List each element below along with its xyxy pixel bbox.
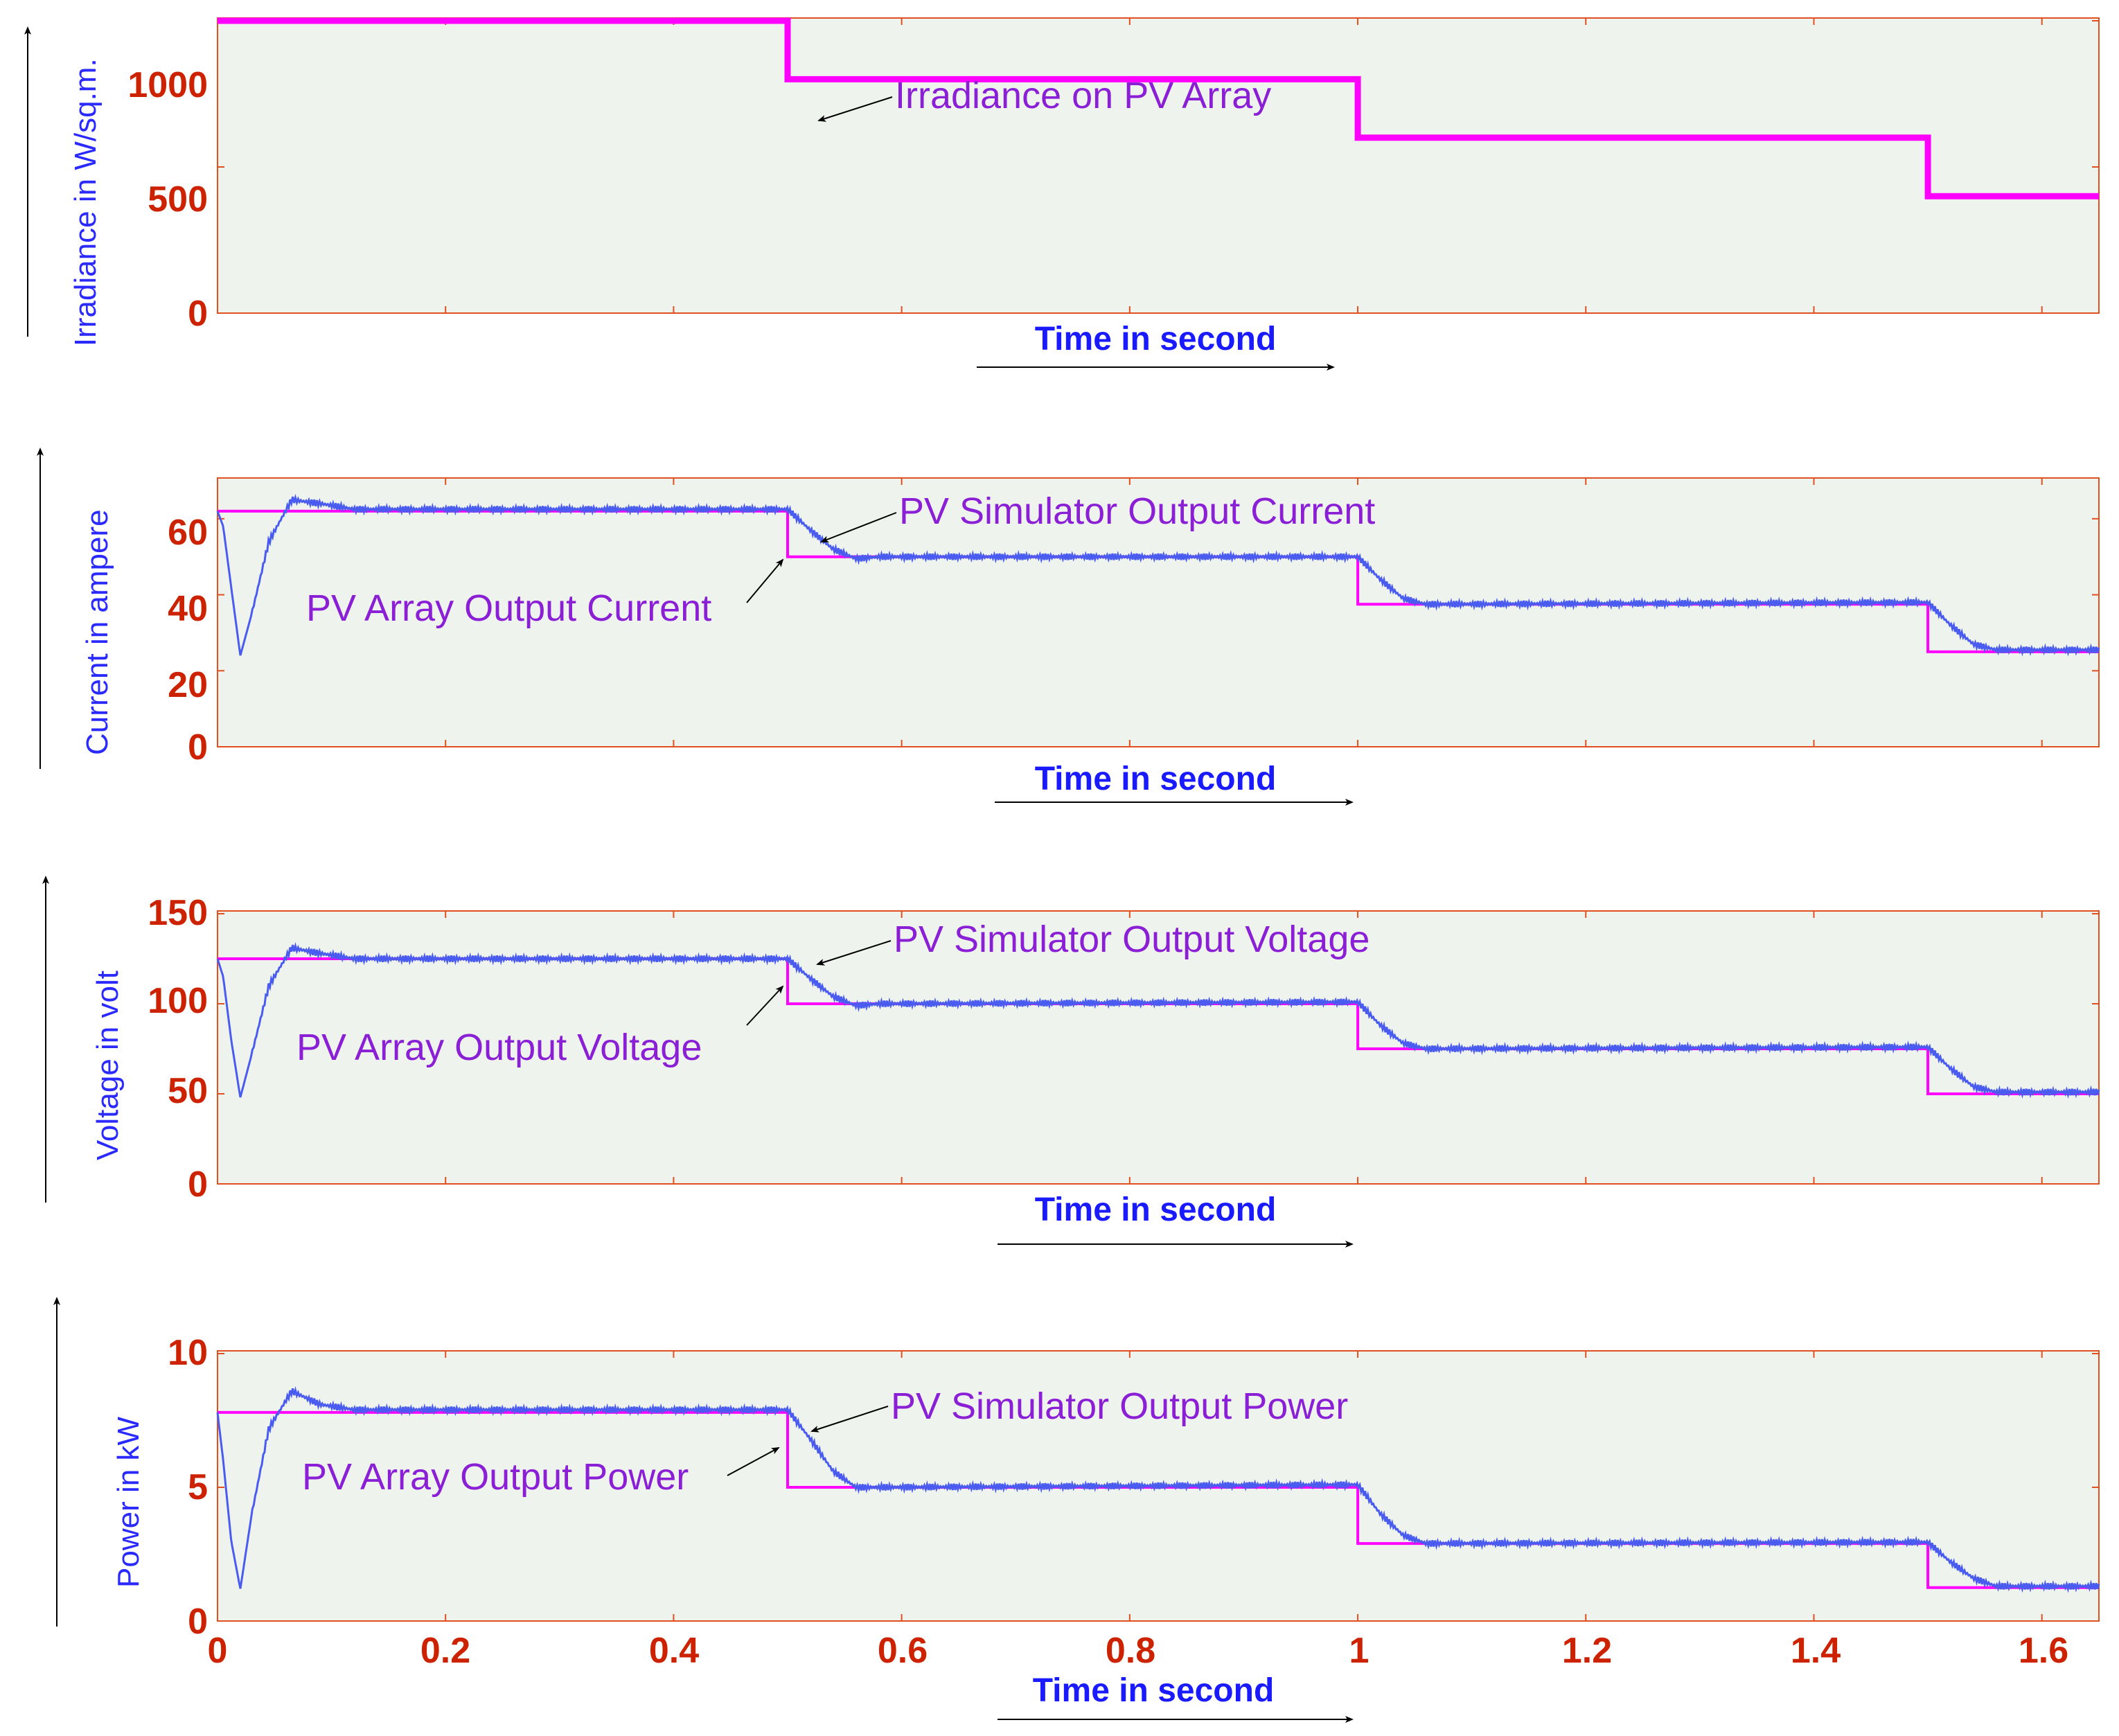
y-tick-label: 60 xyxy=(168,513,208,553)
y-tick-label: 0 xyxy=(188,1164,208,1205)
annotation-sim-power: PV Simulator Output Power xyxy=(891,1385,1348,1427)
plot-area xyxy=(217,477,2100,747)
y-tick-label: 0 xyxy=(188,1602,208,1642)
annotation-arrow xyxy=(746,558,784,603)
y-tick-label: 40 xyxy=(168,589,208,629)
x-tick-label: 1.4 xyxy=(1791,1631,1841,1671)
plot-area xyxy=(217,17,2100,314)
y-tick-label: 150 xyxy=(148,893,208,933)
series-line-pv-simulator-output-power xyxy=(216,1386,2100,1593)
annotation-sim-current: PV Simulator Output Current xyxy=(899,490,1375,532)
panel-power: 10 5 0 0 0.2 0.4 0.6 0.8 1 1.2 1.4 1.6 P… xyxy=(53,1297,2100,1723)
y-tick-label: 500 xyxy=(148,179,208,220)
x-tick-label: 0.2 xyxy=(420,1631,470,1671)
annotation-sim-voltage: PV Simulator Output Voltage xyxy=(894,919,1369,960)
y-ticks: 60 40 20 0 xyxy=(168,513,208,768)
annotation-array-power: PV Array Output Power xyxy=(302,1456,689,1498)
panel-current: 60 40 20 0 Current in ampere Time in sec… xyxy=(37,448,2100,806)
y-ticks: 150 100 50 0 xyxy=(148,893,208,1205)
series-line-pv-array-output-current xyxy=(218,509,2099,653)
series-line-irradiance-on-pv-array xyxy=(218,17,2099,200)
x-tick-label: 1 xyxy=(1349,1631,1369,1671)
x-tick-label: 0.6 xyxy=(878,1631,928,1671)
y-axis-label: Irradiance in W/sq.m. xyxy=(69,58,103,346)
x-tick-label: 0.8 xyxy=(1106,1631,1155,1671)
annotation-arrow xyxy=(727,1447,780,1476)
annotation-arrow xyxy=(820,512,897,543)
y-ticks: 1000 500 0 xyxy=(127,65,208,334)
series-line-pv-simulator-output-voltage xyxy=(216,941,2100,1099)
y-ticks: 10 5 0 xyxy=(168,1333,208,1642)
y-tick-label: 1000 xyxy=(127,65,208,105)
y-axis-label: Current in ampere xyxy=(80,509,114,755)
y-tick-label: 0 xyxy=(188,727,208,768)
y-tick-label: 5 xyxy=(188,1467,208,1507)
x-axis-label: Time in second xyxy=(1035,321,1277,357)
y-tick-label: 10 xyxy=(168,1333,208,1373)
x-ticks: 0 0.2 0.4 0.6 0.8 1 1.2 1.4 1.6 xyxy=(208,1631,2069,1671)
series-line-pv-array-output-voltage xyxy=(218,957,2099,1095)
annotation-arrow xyxy=(817,96,893,122)
y-axis-label: Power in kW xyxy=(112,1417,145,1588)
x-tick-label: 0 xyxy=(208,1631,228,1671)
y-axis-label: Voltage in volt xyxy=(91,971,125,1160)
y-tick-label: 100 xyxy=(148,981,208,1021)
annotation-array-voltage: PV Array Output Voltage xyxy=(296,1027,702,1068)
series-line-pv-array-output-power xyxy=(218,1410,2099,1589)
x-tick-label: 1.2 xyxy=(1562,1631,1612,1671)
y-tick-label: 20 xyxy=(168,665,208,705)
annotation-arrow xyxy=(816,940,892,966)
annotation-array-current: PV Array Output Current xyxy=(306,587,711,629)
series-line-pv-simulator-output-current xyxy=(216,493,2100,657)
annotation-arrow xyxy=(810,1406,889,1433)
annotation-arrow xyxy=(746,985,784,1026)
y-tick-label: 0 xyxy=(188,294,208,334)
panel-irradiance: 1000 500 0 Irradiance in W/sq.m. Time in… xyxy=(24,17,2100,371)
x-axis-label: Time in second xyxy=(1035,761,1277,797)
x-tick-label: 1.6 xyxy=(2019,1631,2068,1671)
annotation-irradiance: Irradiance on PV Array xyxy=(895,75,1271,116)
x-axis-label: Time in second xyxy=(1033,1672,1275,1709)
x-tick-label: 0.4 xyxy=(649,1631,699,1671)
series-layer xyxy=(216,17,2100,1622)
x-axis-label: Time in second xyxy=(1035,1192,1277,1228)
y-tick-label: 50 xyxy=(168,1071,208,1111)
